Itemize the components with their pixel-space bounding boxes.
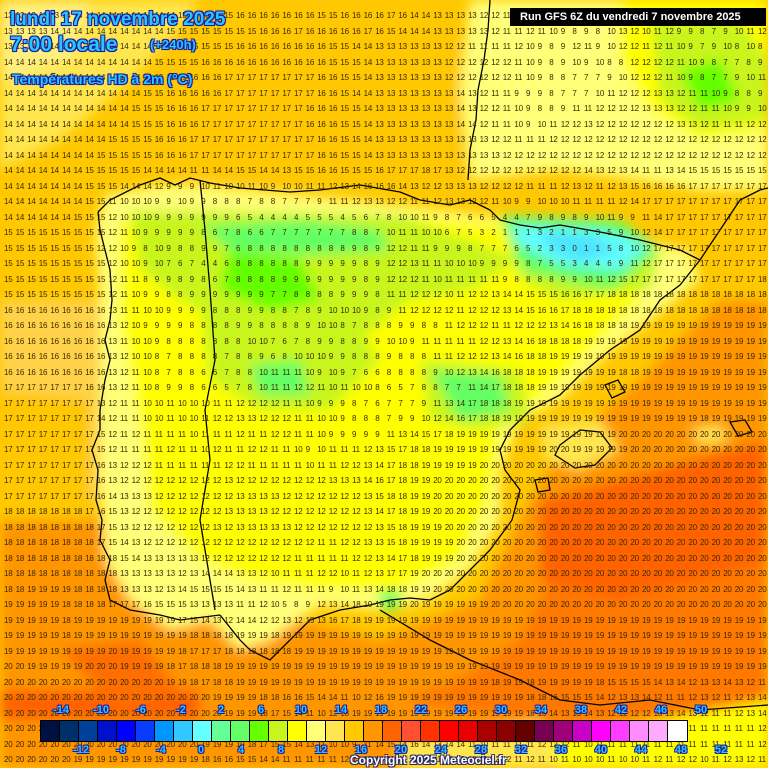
model-run-label: Run GFS 6Z du vendredi 7 novembre 2025 <box>510 8 766 26</box>
forecast-time: 7:00 locale <box>10 33 117 57</box>
legend-label-bottom: 0 <box>198 744 204 756</box>
legend-label-top: -14 <box>53 704 69 716</box>
legend-label-bottom: -8 <box>116 744 126 756</box>
legend-swatch <box>231 721 250 741</box>
legend-swatch <box>174 721 193 741</box>
legend-label-bottom: 16 <box>355 744 367 756</box>
legend-label-top: 30 <box>495 704 507 716</box>
legend-swatch <box>535 721 554 741</box>
legend-label-top: 34 <box>535 704 547 716</box>
legend-label-bottom: 24 <box>435 744 447 756</box>
legend-swatch <box>60 721 79 741</box>
legend-label-bottom: 28 <box>475 744 487 756</box>
legend-swatch <box>611 721 630 741</box>
legend-swatch <box>345 721 364 741</box>
legend-label-top: -6 <box>136 704 146 716</box>
legend-label-top: 10 <box>295 704 307 716</box>
legend-swatch <box>364 721 383 741</box>
legend-label-bottom: 44 <box>635 744 647 756</box>
legend-swatch <box>269 721 288 741</box>
legend-label-top: 14 <box>335 704 347 716</box>
legend-swatch <box>250 721 269 741</box>
legend-label-top: 22 <box>415 704 427 716</box>
legend-swatch <box>41 721 60 741</box>
legend-label-bottom: -12 <box>73 744 89 756</box>
legend-swatch <box>383 721 402 741</box>
legend-label-bottom: 4 <box>238 744 244 756</box>
legend-swatch <box>459 721 478 741</box>
legend-label-bottom: 48 <box>675 744 687 756</box>
legend-label-bottom: 8 <box>278 744 284 756</box>
coastline-lines <box>91 0 768 711</box>
legend-swatch <box>630 721 649 741</box>
legend-swatch <box>592 721 611 741</box>
legend-label-top: -10 <box>93 704 109 716</box>
legend-label-top: 46 <box>655 704 667 716</box>
legend-swatch <box>307 721 326 741</box>
legend-swatch <box>136 721 155 741</box>
copyright-notice: Copyright 2025 Meteociel.fr <box>350 753 507 767</box>
legend-label-bottom: 12 <box>315 744 327 756</box>
legend-swatch <box>193 721 212 741</box>
legend-swatch <box>155 721 174 741</box>
legend-label-top: 6 <box>258 704 264 716</box>
forecast-date: lundi 17 novembre 2025 <box>10 9 225 31</box>
legend-swatch <box>668 721 687 741</box>
legend-swatch <box>554 721 573 741</box>
legend-swatch <box>98 721 117 741</box>
legend-swatch <box>497 721 516 741</box>
legend-label-top: 50 <box>695 704 707 716</box>
legend-label-bottom: 20 <box>395 744 407 756</box>
legend-swatch <box>421 721 440 741</box>
legend-label-bottom: 36 <box>555 744 567 756</box>
legend-label-top: 18 <box>375 704 387 716</box>
legend-swatch <box>402 721 421 741</box>
legend-label-bottom: 40 <box>595 744 607 756</box>
legend-swatch <box>79 721 98 741</box>
legend-swatch <box>478 721 497 741</box>
forecast-lead-time: (+240h) <box>150 37 196 52</box>
legend-swatch <box>649 721 668 741</box>
legend-label-top: 42 <box>615 704 627 716</box>
legend-swatch <box>288 721 307 741</box>
legend-label-top: -2 <box>176 704 186 716</box>
legend-label-top: 38 <box>575 704 587 716</box>
legend-swatch <box>326 721 345 741</box>
legend-swatch <box>117 721 136 741</box>
legend-label-bottom: 32 <box>515 744 527 756</box>
color-scale-legend <box>40 720 688 742</box>
legend-label-top: 26 <box>455 704 467 716</box>
legend-label-bottom: 52 <box>715 744 727 756</box>
legend-label-bottom: -4 <box>156 744 166 756</box>
legend-label-top: 2 <box>218 704 224 716</box>
legend-swatch <box>573 721 592 741</box>
legend-swatch <box>212 721 231 741</box>
legend-swatch <box>516 721 535 741</box>
legend-swatch <box>440 721 459 741</box>
parameter-title: Températures HD à 2m (°C) <box>12 71 192 87</box>
